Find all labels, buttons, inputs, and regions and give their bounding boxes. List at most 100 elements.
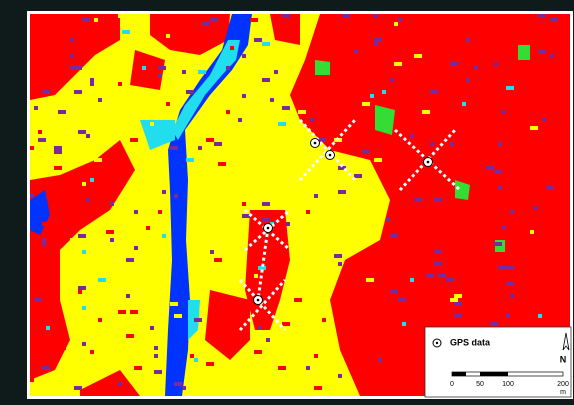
pixel <box>386 218 390 222</box>
pixel <box>110 202 114 206</box>
land-patch <box>172 40 240 140</box>
pixel <box>374 158 382 162</box>
pixel <box>114 14 118 18</box>
pixel <box>182 386 186 390</box>
pixel <box>370 94 374 98</box>
pixel <box>318 138 326 142</box>
pixel <box>286 222 290 226</box>
pixel <box>158 74 162 78</box>
pixel <box>422 110 430 114</box>
gps-symbol-dot <box>435 341 439 345</box>
land-patch <box>455 180 470 200</box>
pixel <box>74 66 82 70</box>
gps-track <box>256 227 270 301</box>
pixel <box>54 146 62 150</box>
pixel <box>510 210 514 214</box>
land-patch <box>270 14 300 45</box>
pixel <box>434 250 442 254</box>
pixel <box>62 58 70 62</box>
pixel <box>230 46 234 50</box>
pixel <box>254 38 262 42</box>
pixel <box>502 226 506 230</box>
pixel <box>162 190 166 194</box>
pixel <box>530 134 538 138</box>
pixel <box>70 66 74 70</box>
land-patch <box>205 290 250 360</box>
pixel <box>510 142 514 146</box>
scale-label: 50 <box>476 381 484 388</box>
pixel <box>238 118 242 122</box>
pixel <box>98 18 106 22</box>
pixel <box>242 54 246 58</box>
pixel <box>494 242 502 246</box>
pixel <box>314 386 322 390</box>
pixel <box>30 194 34 198</box>
pixel <box>450 170 454 174</box>
pixel <box>374 70 378 74</box>
pixel <box>70 238 78 242</box>
pixel <box>322 318 326 322</box>
pixel <box>390 290 398 294</box>
pixel <box>154 354 158 358</box>
pixel <box>98 98 102 102</box>
pixel <box>78 286 86 290</box>
scale-bar-segment <box>480 372 508 376</box>
pixel <box>242 94 246 98</box>
pixel <box>158 210 162 214</box>
pixel <box>314 194 318 198</box>
pixel <box>342 14 350 18</box>
gps-track <box>398 128 457 192</box>
gps-symbol <box>432 338 442 348</box>
gps-track <box>238 278 287 332</box>
pixel <box>462 102 466 106</box>
pixel <box>254 350 262 354</box>
pixel <box>430 90 438 94</box>
scale-bar-segment <box>452 372 466 376</box>
pixel <box>182 70 186 74</box>
pixel <box>70 18 78 22</box>
pixel <box>90 82 94 86</box>
pixel <box>366 374 374 378</box>
pixel <box>446 278 454 282</box>
pixel <box>510 58 518 62</box>
pixel <box>434 262 442 266</box>
scale-label: 200 <box>557 381 569 388</box>
pixel <box>454 302 462 306</box>
pixel <box>282 106 290 110</box>
pixel <box>134 366 142 370</box>
pixel <box>274 106 278 110</box>
pixel <box>90 350 94 354</box>
pixel <box>126 258 134 262</box>
pixel <box>86 198 90 202</box>
pixel <box>150 122 154 126</box>
pixel <box>550 18 558 22</box>
pixel <box>38 138 46 142</box>
pixel <box>354 174 362 178</box>
pixel <box>30 146 34 150</box>
pixel <box>302 82 310 86</box>
pixel <box>294 62 298 66</box>
pixel <box>450 298 458 302</box>
pixel <box>90 178 94 182</box>
pixel <box>258 326 262 330</box>
pixel <box>362 150 370 154</box>
pixel <box>98 82 106 86</box>
pixel <box>78 234 86 238</box>
pixel <box>398 18 402 22</box>
land-patch <box>30 140 135 380</box>
land-patch <box>290 14 570 396</box>
pixel <box>78 130 86 134</box>
pixel <box>194 318 202 322</box>
pixel <box>230 366 234 370</box>
pixel <box>166 102 170 106</box>
pixel <box>262 42 270 46</box>
pixel <box>506 282 514 286</box>
gps-track <box>298 118 357 182</box>
pixel <box>398 298 406 302</box>
pixel <box>122 30 130 34</box>
pixel <box>194 130 202 134</box>
pixel <box>226 66 230 70</box>
pixel <box>142 66 146 70</box>
pixel <box>170 146 178 150</box>
pixel <box>94 286 98 290</box>
